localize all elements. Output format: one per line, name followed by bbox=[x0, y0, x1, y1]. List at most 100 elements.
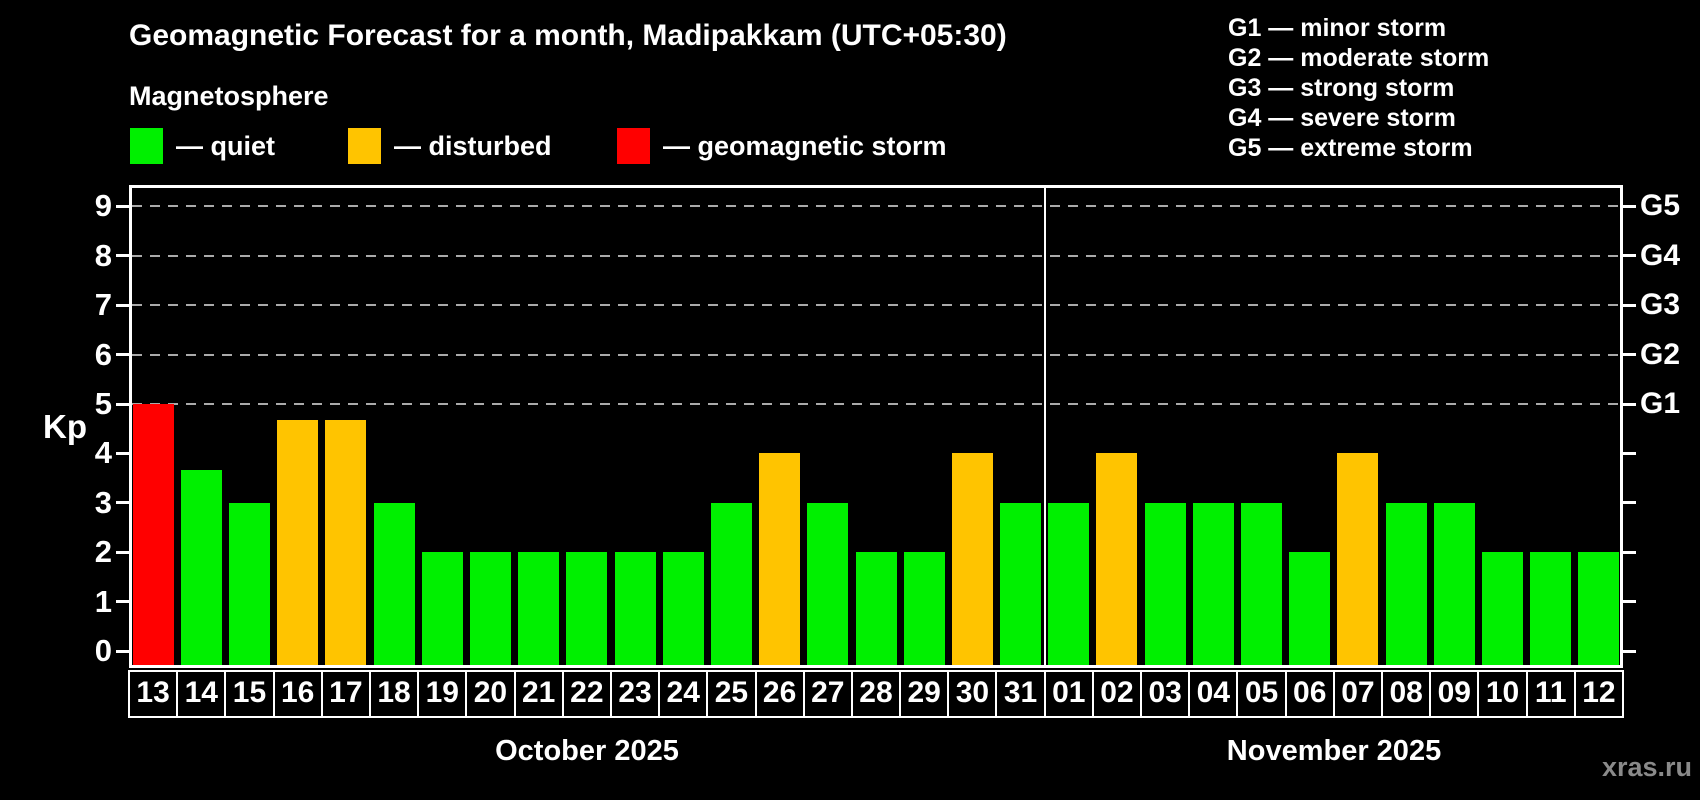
g-axis-label-g4: G4 bbox=[1640, 238, 1681, 272]
y-tick-label: 5 bbox=[94, 386, 112, 421]
kp-bar bbox=[373, 502, 415, 666]
date-cell: 22 bbox=[561, 670, 612, 718]
date-cell: 13 bbox=[128, 670, 179, 718]
date-cell: 23 bbox=[609, 670, 661, 718]
kp-bar bbox=[1482, 552, 1524, 666]
y-tick-label: 0 bbox=[94, 633, 112, 668]
disturbed-color-swatch bbox=[348, 128, 381, 164]
kp-bar bbox=[1289, 552, 1331, 666]
kp-bar bbox=[518, 552, 560, 666]
date-cell: 09 bbox=[1429, 670, 1480, 718]
date-cell: 10 bbox=[1477, 670, 1528, 718]
plot-area bbox=[129, 185, 1623, 668]
date-cell: 27 bbox=[802, 670, 853, 718]
date-cell: 11 bbox=[1525, 670, 1576, 718]
month-label-october: October 2025 bbox=[495, 735, 679, 767]
kp-bar bbox=[807, 502, 849, 666]
g4-legend-row: G4 — severe storm bbox=[1228, 104, 1456, 132]
g-scale-legend: G1 — minor storm G2 — moderate storm G3 … bbox=[1228, 13, 1489, 163]
date-cell: 04 bbox=[1188, 670, 1239, 718]
kp-bar bbox=[1192, 502, 1234, 666]
y-tick-right bbox=[1623, 204, 1636, 208]
g-axis-label-g3: G3 bbox=[1640, 288, 1681, 322]
kp-bar bbox=[1337, 453, 1379, 666]
kp-bar bbox=[662, 552, 704, 666]
y-tick-label: 6 bbox=[94, 336, 112, 372]
y-tick-right bbox=[1623, 254, 1636, 258]
y-tick-left bbox=[116, 204, 129, 208]
date-cell: 20 bbox=[465, 670, 516, 718]
quiet-color-swatch bbox=[130, 128, 163, 164]
kp-bar bbox=[228, 502, 270, 666]
g-axis-label-g5: G5 bbox=[1640, 189, 1681, 223]
date-cell: 03 bbox=[1140, 670, 1191, 718]
date-cell: 06 bbox=[1284, 670, 1335, 718]
gridline-kp6 bbox=[132, 353, 1620, 356]
date-cell: 16 bbox=[272, 670, 323, 718]
y-tick-right bbox=[1623, 303, 1636, 307]
g2-legend-row: G2 — moderate storm bbox=[1228, 44, 1490, 72]
kp-bar bbox=[1096, 453, 1138, 666]
kp-bar bbox=[759, 453, 801, 666]
quiet-label: — quiet bbox=[176, 130, 275, 161]
y-tick-left bbox=[116, 303, 129, 307]
date-cell: 30 bbox=[947, 670, 998, 718]
y-tick-right bbox=[1623, 600, 1636, 604]
month-separator bbox=[1043, 185, 1046, 668]
date-cell: 07 bbox=[1332, 670, 1384, 718]
y-tick-right bbox=[1623, 402, 1636, 406]
y-tick-right bbox=[1623, 501, 1636, 505]
y-tick-left bbox=[116, 550, 129, 554]
y-tick-label: 7 bbox=[94, 287, 112, 323]
chart-title: Geomagnetic Forecast for a month, Madipa… bbox=[129, 19, 1007, 52]
date-cell: 17 bbox=[320, 670, 371, 718]
y-tick-left bbox=[116, 402, 129, 406]
y-tick-label: 1 bbox=[94, 583, 112, 619]
kp-bar bbox=[1578, 552, 1620, 666]
kp-bar bbox=[132, 404, 174, 666]
date-cell: 02 bbox=[1091, 670, 1143, 718]
y-tick-right bbox=[1623, 649, 1636, 653]
watermark: xras.ru bbox=[1601, 752, 1692, 782]
g5-legend-row: G5 — extreme storm bbox=[1228, 134, 1473, 162]
g3-legend-row: G3 — strong storm bbox=[1228, 74, 1455, 102]
gridline-kp5 bbox=[132, 403, 1620, 405]
date-cell: 18 bbox=[368, 670, 420, 718]
g-axis-label-g1: G1 bbox=[1640, 387, 1681, 420]
legend-item-storm: — geomagnetic storm bbox=[617, 126, 947, 166]
kp-bar bbox=[1530, 552, 1572, 666]
legend-item-disturbed: — disturbed bbox=[348, 126, 552, 166]
date-cell: 15 bbox=[224, 670, 275, 718]
date-cell: 12 bbox=[1573, 670, 1624, 718]
kp-bar bbox=[855, 552, 897, 666]
y-axis-title: Kp bbox=[43, 408, 87, 445]
y-tick-label: 3 bbox=[94, 484, 112, 520]
kp-bar bbox=[1385, 502, 1427, 666]
y-tick-right bbox=[1623, 451, 1636, 455]
month-label-november: November 2025 bbox=[1226, 735, 1442, 767]
kp-bar bbox=[325, 420, 367, 666]
date-cell: 29 bbox=[899, 670, 950, 718]
y-tick-label: 2 bbox=[94, 534, 112, 570]
date-cell: 26 bbox=[754, 670, 805, 718]
y-tick-left bbox=[116, 501, 129, 505]
kp-bar bbox=[469, 552, 511, 666]
y-tick-label: 4 bbox=[94, 435, 112, 471]
date-cell: 21 bbox=[513, 670, 564, 718]
y-tick-right bbox=[1623, 550, 1636, 554]
gridline-kp7 bbox=[132, 304, 1620, 307]
date-cell: 28 bbox=[850, 670, 902, 718]
date-cell: 24 bbox=[658, 670, 709, 718]
kp-bar bbox=[614, 552, 656, 666]
kp-bar bbox=[1000, 502, 1042, 666]
y-tick-label: 9 bbox=[94, 188, 112, 224]
date-cell: 05 bbox=[1236, 670, 1287, 718]
kp-bar bbox=[1433, 502, 1475, 666]
kp-bar bbox=[180, 469, 222, 666]
date-cell: 25 bbox=[706, 670, 757, 718]
disturbed-label: — disturbed bbox=[394, 130, 552, 161]
date-cell: 01 bbox=[1043, 670, 1094, 718]
kp-bar bbox=[1144, 502, 1186, 666]
kp-bar bbox=[421, 552, 463, 666]
